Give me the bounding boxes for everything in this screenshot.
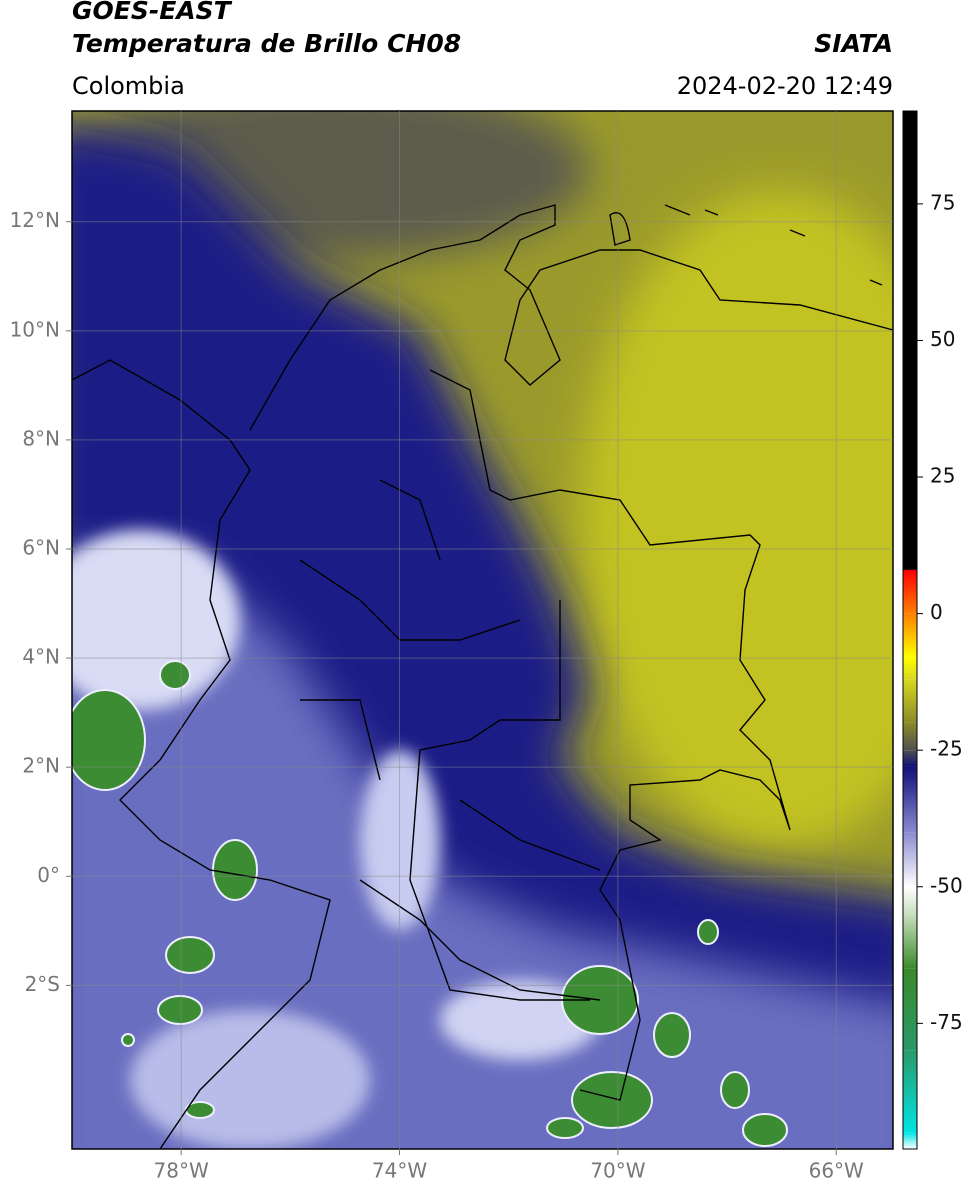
source: SIATA [814,29,893,58]
y-tick-label: 8°N [22,426,60,450]
region: Colombia [72,72,185,100]
colorbar-segment [903,968,917,1051]
x-tick-label: 66°W [809,1159,864,1183]
map-frame [71,110,894,1150]
subtitle: Temperatura de Brillo CH08 [72,29,461,58]
y-tick-label: 4°N [22,645,60,669]
satellite-image [72,111,893,1149]
colorbar-segment [903,722,917,751]
colorbar-segment [903,1050,917,1133]
colorbar-tick-label: -50 [930,873,963,897]
colorbar [903,111,917,1149]
colorbar-segment [903,569,917,571]
y-tick-label: 10°N [10,317,60,341]
colorbar-frame [902,110,918,1150]
datetime: 2024-02-20 12:49 [677,72,893,100]
colorbar-tick-label: 0 [930,600,943,624]
colorbar-segment [903,657,917,680]
colorbar-tick-label: -25 [930,737,963,761]
colorbar-segment [903,111,917,570]
colorbar-segment [903,832,917,887]
y-tick-label: 2°N [22,754,60,778]
colorbar-segment [903,679,917,723]
colorbar-tick-label: 75 [930,190,955,214]
y-tick-label: 0° [37,863,60,887]
colorbar-segment [903,766,917,833]
colorbar-segment [903,613,917,658]
colorbar-tick-label: 25 [930,464,955,488]
colorbar-segment [903,750,917,767]
colorbar-segment [903,886,917,915]
x-tick-label: 70°W [590,1159,645,1183]
y-tick-label: 12°N [10,208,60,232]
colorbar-segment [903,914,917,969]
colorbar-tick-label: -75 [930,1010,963,1034]
title: GOES-EAST [72,0,233,25]
colorbar-tick-label: 50 [930,327,955,351]
y-tick-label: 6°N [22,536,60,560]
colorbar-segment [903,1132,917,1149]
x-tick-label: 74°W [372,1159,427,1183]
x-tick-label: 78°W [154,1159,209,1183]
colorbar-segment [903,569,917,614]
y-tick-label: 2°S [25,972,60,996]
